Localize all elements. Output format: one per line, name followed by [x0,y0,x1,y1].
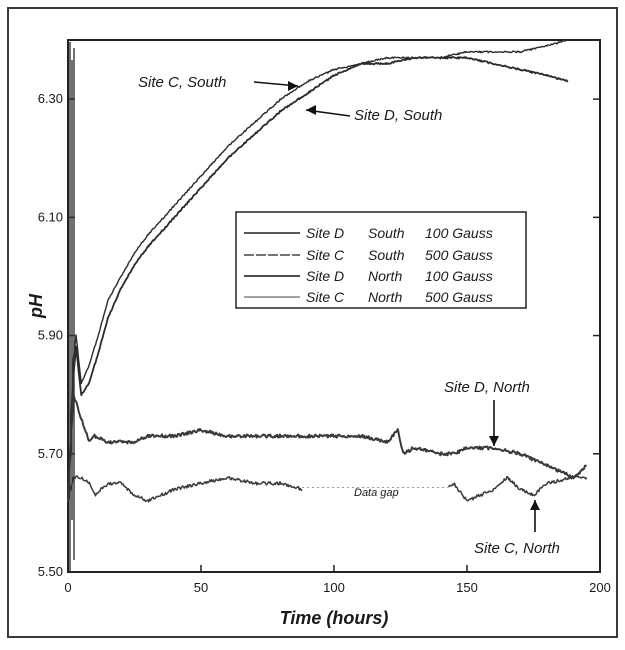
label-site-d-north: Site D, North [444,379,530,396]
x-tick-label-4: 200 [589,580,611,595]
x-tick-label-0: 0 [64,580,71,595]
x-tick-label-3: 150 [456,580,478,595]
legend-loc-c-south: South [368,247,405,263]
legend-loc-d-north: North [368,268,402,284]
legend-loc-c-north: North [368,289,402,305]
y-tick-label-3: 6.10 [38,209,63,224]
legend-site-d-north: Site D [306,268,344,284]
arrow-site-d-south-head [306,105,316,115]
legend-loc-d-south: South [368,225,405,241]
y-tick-label-1: 5.70 [38,446,63,461]
legend: Site D South 100 Gauss Site C South 500 … [235,211,527,309]
x-axis-ticks: 0 50 100 150 200 [64,565,611,595]
y-tick-label-4: 6.30 [38,91,63,106]
annotation-arrows [253,81,540,532]
label-site-c-south: Site C, South [138,74,226,91]
legend-box [235,211,527,309]
y-axis-title: pH [26,293,46,319]
label-site-c-north: Site C, North [474,540,560,557]
legend-field-d-south: 100 Gauss [425,225,493,241]
series-line-d-south-0 [67,56,569,502]
y-axis-ticks: 5.50 5.70 5.90 6.10 6.30 [38,91,600,579]
series-line-c-north-1 [447,475,588,502]
legend-field-d-north: 100 Gauss [425,268,493,284]
series-layer [67,39,588,572]
arrow-site-c-north-head [530,500,540,510]
arrow-site-c-south-head [288,81,298,91]
series-line-c-south-0 [67,39,569,502]
legend-field-c-south: 500 Gauss [425,247,493,263]
y-tick-label-2: 5.90 [38,328,63,343]
series-line-d-north-0 [67,393,587,503]
label-data-gap: Data gap [354,487,399,499]
legend-site-c-north: Site C [306,289,345,305]
x-tick-label-1: 50 [194,580,208,595]
series-line-c-north-0 [67,475,303,503]
legend-site-d-south: Site D [306,225,344,241]
legend-field-c-north: 500 Gauss [425,289,493,305]
arrow-site-d-north-head [489,436,499,446]
x-axis-title: Time (hours) [280,608,389,628]
legend-site-c-south: Site C [306,247,345,263]
x-tick-label-2: 100 [323,580,345,595]
y-tick-label-0: 5.50 [38,564,63,579]
label-site-d-south: Site D, South [354,107,442,124]
